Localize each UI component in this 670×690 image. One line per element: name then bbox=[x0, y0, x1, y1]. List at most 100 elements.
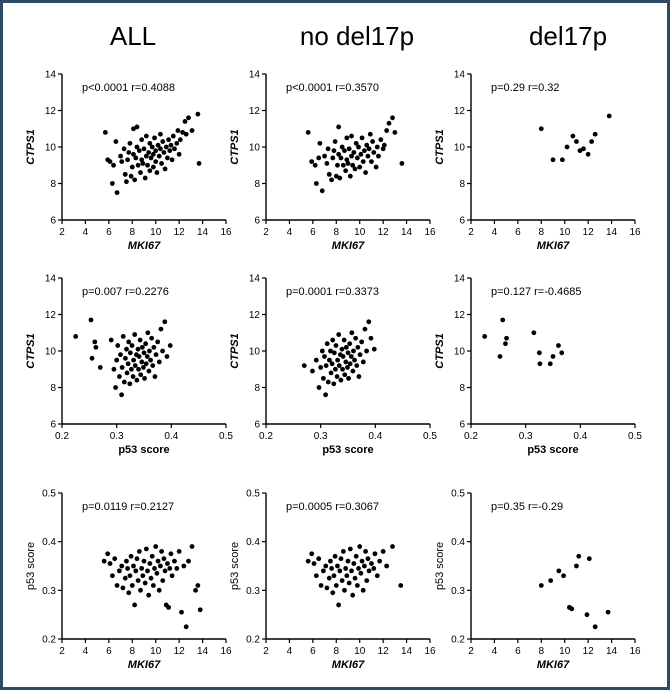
data-point bbox=[132, 332, 138, 337]
data-point bbox=[186, 115, 191, 121]
x-tick-label: 0.2 bbox=[259, 431, 273, 442]
data-point bbox=[354, 155, 360, 161]
data-point bbox=[340, 549, 346, 554]
data-point bbox=[121, 379, 127, 385]
data-point bbox=[114, 357, 120, 363]
data-point bbox=[146, 150, 152, 155]
y-tick-label: 12 bbox=[45, 106, 57, 117]
data-point bbox=[126, 590, 132, 596]
data-point bbox=[195, 111, 201, 117]
data-point bbox=[569, 606, 575, 612]
data-point bbox=[332, 139, 338, 144]
data-point bbox=[107, 159, 113, 165]
stat-annotation: p=0.127 r=-0.4685 bbox=[491, 286, 582, 298]
y-tick-label: 0.3 bbox=[451, 586, 465, 597]
data-point bbox=[337, 175, 343, 181]
data-point bbox=[134, 124, 140, 130]
y-tick-label: 14 bbox=[45, 70, 57, 81]
data-point bbox=[329, 361, 335, 367]
x-tick-label: 10 bbox=[559, 646, 571, 657]
data-point bbox=[121, 146, 127, 152]
data-point bbox=[347, 546, 353, 552]
data-point bbox=[321, 568, 326, 574]
data-point bbox=[132, 363, 138, 368]
data-point bbox=[168, 551, 174, 557]
data-point bbox=[343, 168, 349, 174]
data-point bbox=[550, 354, 556, 359]
data-point bbox=[148, 575, 154, 581]
data-point bbox=[149, 144, 155, 150]
data-point bbox=[123, 355, 128, 361]
x-tick-label: 4 bbox=[83, 646, 89, 657]
data-point bbox=[329, 566, 334, 571]
data-point bbox=[169, 573, 175, 579]
data-point bbox=[129, 343, 135, 348]
data-point bbox=[309, 159, 315, 165]
data-point bbox=[381, 142, 387, 148]
data-point bbox=[351, 150, 357, 155]
data-point bbox=[328, 348, 333, 354]
data-point bbox=[153, 159, 159, 165]
data-point bbox=[332, 553, 338, 559]
data-point bbox=[144, 354, 150, 359]
data-point bbox=[186, 558, 191, 564]
data-point bbox=[482, 334, 488, 339]
data-point bbox=[336, 363, 342, 368]
data-point bbox=[183, 624, 189, 630]
data-point bbox=[134, 144, 140, 150]
data-point bbox=[109, 573, 115, 579]
y-tick-label: 0.5 bbox=[42, 489, 56, 500]
data-point bbox=[146, 368, 152, 374]
y-tick-label: 0.5 bbox=[246, 489, 260, 500]
data-point bbox=[336, 602, 342, 608]
data-point bbox=[119, 563, 125, 569]
x-tick-label: 10 bbox=[150, 227, 162, 238]
y-tick-label: 6 bbox=[459, 216, 465, 227]
data-point bbox=[343, 344, 349, 350]
data-point bbox=[161, 150, 167, 155]
data-point bbox=[136, 549, 142, 554]
data-point bbox=[547, 361, 553, 367]
x-tick-label: 16 bbox=[220, 646, 232, 657]
data-point bbox=[170, 133, 176, 139]
data-point bbox=[182, 119, 188, 124]
data-point bbox=[132, 177, 138, 183]
x-tick-label: 12 bbox=[583, 227, 595, 238]
scatter-panel-0-0: 6 8 10 12 14 2 4 6 8 10 12 14 16 p<0.0001 r=0.4088 MKI… bbox=[25, 70, 232, 253]
data-point bbox=[138, 170, 143, 175]
data-point bbox=[117, 568, 122, 574]
data-point bbox=[531, 330, 537, 336]
x-tick-label: 0.5 bbox=[423, 431, 437, 442]
data-point bbox=[344, 573, 350, 579]
data-point bbox=[324, 585, 330, 591]
data-point bbox=[559, 157, 565, 163]
data-point bbox=[125, 361, 131, 367]
data-point bbox=[189, 544, 195, 549]
stat-annotation: p<0.0001 r=0.4088 bbox=[82, 82, 175, 94]
data-point bbox=[174, 140, 180, 146]
data-point bbox=[586, 556, 592, 562]
data-point bbox=[343, 566, 349, 571]
data-point bbox=[321, 375, 326, 381]
data-point bbox=[349, 133, 354, 139]
data-point bbox=[162, 166, 168, 172]
data-point bbox=[139, 566, 145, 571]
data-point bbox=[193, 587, 198, 593]
data-point bbox=[353, 140, 359, 146]
data-point bbox=[339, 578, 345, 583]
x-tick-label: 14 bbox=[197, 646, 209, 657]
data-point bbox=[155, 142, 161, 148]
y-tick-label: 0.4 bbox=[246, 537, 260, 548]
scatter-panel-2-2: 0.2 0.3 0.4 0.5 2 4 6 8 10 12 14 16 p=0.35 r=-0.29 MK… bbox=[434, 489, 641, 672]
x-axis-label: p53 score bbox=[118, 444, 169, 456]
data-point bbox=[120, 334, 126, 339]
data-point bbox=[176, 151, 182, 157]
data-point bbox=[111, 162, 116, 168]
x-tick-label: 10 bbox=[354, 646, 366, 657]
data-point bbox=[143, 341, 149, 347]
x-tick-label: 8 bbox=[334, 227, 340, 238]
data-point bbox=[89, 355, 95, 361]
data-point bbox=[360, 359, 366, 365]
data-point bbox=[150, 151, 156, 157]
x-axis-label: MKI67 bbox=[537, 240, 570, 252]
